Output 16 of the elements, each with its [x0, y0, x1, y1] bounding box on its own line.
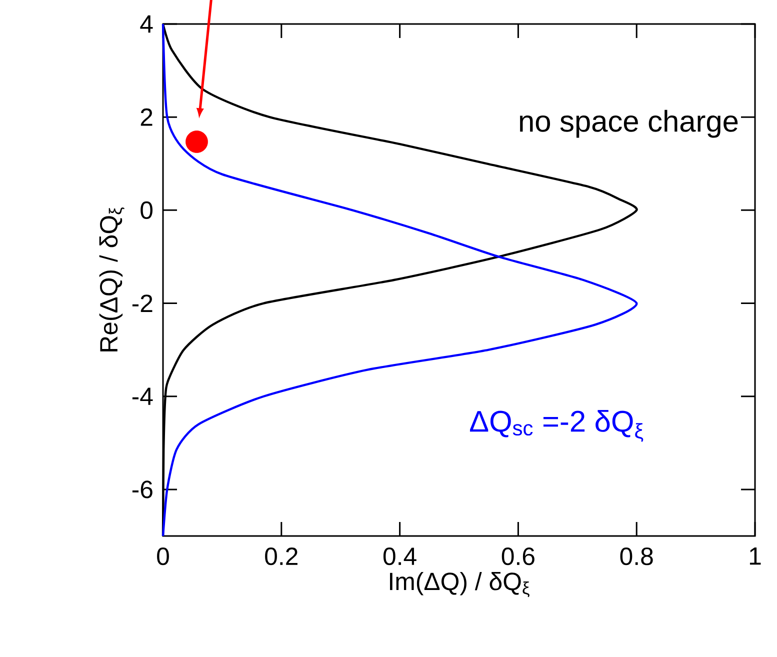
- y-tick-label: -2: [132, 294, 152, 312]
- series-label: ΔQ$_{sc}$ =-2 δQ$_{ξ}$: [470, 410, 644, 442]
- x-tick-label: 0: [157, 548, 169, 566]
- x-tick-label: 0.4: [383, 548, 416, 566]
- x-tick-label: 0.8: [620, 548, 653, 566]
- y-tick-label: 0: [140, 201, 153, 220]
- y-tick-label: 4: [140, 15, 153, 33]
- legend-label: no space charge: [520, 110, 738, 138]
- y-tick-label: -4: [132, 388, 153, 405]
- y-tick-label: 2: [140, 108, 152, 126]
- y-tick-label: -6: [132, 480, 152, 498]
- x-axis-title: Im(ΔQ) / δQ$_{ξ}$: [390, 572, 530, 598]
- x-tick-label: 0.2: [265, 548, 298, 566]
- y-axis-title: Re(ΔQ) / δQ$_{ξ}$: [99, 208, 124, 352]
- x-tick-label: 1: [750, 548, 761, 565]
- x-tick-label: 0.6: [502, 548, 534, 566]
